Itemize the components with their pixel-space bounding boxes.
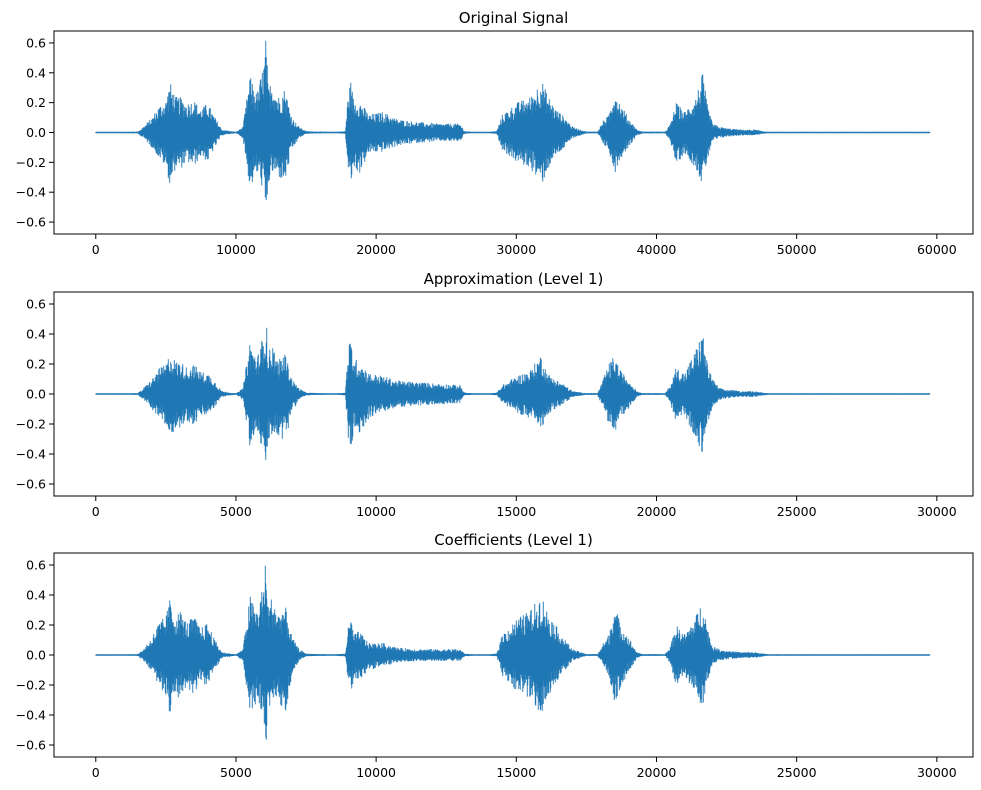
- y-tick-label: 0.6: [26, 558, 46, 573]
- waveform-line: [95, 565, 931, 740]
- x-tick-label: 0: [92, 504, 100, 519]
- y-tick-label: 0.0: [26, 387, 46, 402]
- y-tick-label: 0.0: [26, 125, 46, 140]
- x-tick-label: 10000: [216, 242, 256, 257]
- x-tick-label: 30000: [496, 242, 536, 257]
- panel-original-signal: Original Signal 0 10000 20000 30000 40000 5000…: [16, 9, 974, 257]
- y-tick-label: −0.6: [16, 215, 46, 230]
- y-tick-label: −0.2: [16, 155, 46, 170]
- x-tick-label: 20000: [637, 504, 677, 519]
- y-tick-label: 0.2: [26, 357, 46, 372]
- x-tick-label: 15000: [496, 504, 536, 519]
- x-tick-label: 50000: [777, 242, 817, 257]
- x-tick-label: 10000: [356, 765, 396, 780]
- plot-area: [95, 327, 931, 460]
- x-tick-label: 10000: [356, 504, 396, 519]
- y-tick-label: 0.4: [26, 588, 46, 603]
- y-tick-label: 0.6: [26, 297, 46, 312]
- chart-title: Original Signal: [459, 9, 569, 27]
- waveform-line: [95, 40, 931, 201]
- y-tick-label: 0.2: [26, 618, 46, 633]
- y-tick-label: −0.4: [16, 185, 46, 200]
- x-tick-label: 5000: [220, 504, 252, 519]
- x-tick-label: 30000: [917, 504, 957, 519]
- x-tick-label: 0: [92, 765, 100, 780]
- panel-coefficients-level-1: Coefficients (Level 1) 0 5000 10000 15000 200…: [16, 531, 974, 780]
- y-tick-label: 0.2: [26, 95, 46, 110]
- y-tick-label: 0.4: [26, 327, 46, 342]
- x-tick-label: 0: [92, 242, 100, 257]
- y-tick-label: −0.6: [16, 738, 46, 753]
- y-tick-label: −0.2: [16, 417, 46, 432]
- y-tick-label: 0.4: [26, 65, 46, 80]
- x-tick-label: 40000: [637, 242, 677, 257]
- x-tick-label: 30000: [917, 765, 957, 780]
- chart-title: Approximation (Level 1): [424, 270, 604, 288]
- y-tick-label: 0.6: [26, 35, 46, 50]
- plot-area: [95, 40, 931, 201]
- plot-area: [95, 565, 931, 740]
- x-tick-label: 60000: [917, 242, 957, 257]
- x-tick-label: 15000: [496, 765, 536, 780]
- x-tick-label: 25000: [777, 504, 817, 519]
- y-tick-label: −0.4: [16, 708, 46, 723]
- x-tick-label: 25000: [777, 765, 817, 780]
- x-tick-label: 20000: [637, 765, 677, 780]
- x-tick-label: 20000: [356, 242, 396, 257]
- y-tick-label: 0.0: [26, 648, 46, 663]
- y-tick-label: −0.2: [16, 678, 46, 693]
- panel-approximation-level-1: Approximation (Level 1) 0 5000 10000 15000 20…: [16, 270, 974, 519]
- x-tick-label: 5000: [220, 765, 252, 780]
- y-tick-label: −0.4: [16, 447, 46, 462]
- chart-title: Coefficients (Level 1): [434, 531, 593, 549]
- y-tick-label: −0.6: [16, 477, 46, 492]
